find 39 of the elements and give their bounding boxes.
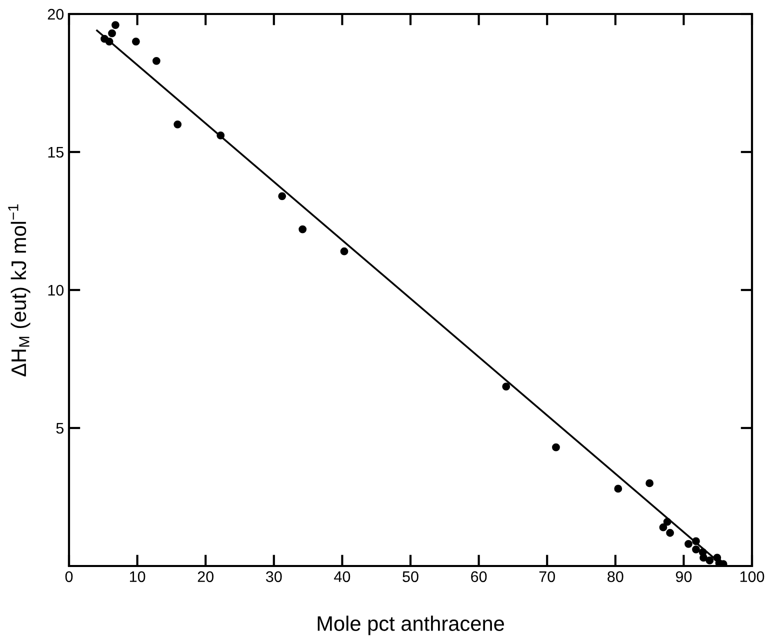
point [132, 38, 140, 46]
point [614, 484, 622, 493]
point [700, 554, 708, 562]
point [105, 38, 114, 46]
point [706, 556, 714, 564]
point [666, 528, 674, 537]
point [278, 192, 286, 200]
x-tick-label: 100 [740, 571, 764, 582]
point [111, 21, 120, 29]
point [552, 443, 560, 452]
point [659, 523, 668, 532]
y-tick-label: 15 [48, 147, 64, 158]
x-tick-label: 30 [266, 571, 282, 582]
y-tick-label: 20 [48, 8, 64, 20]
y-tick-label: 5 [56, 423, 64, 434]
point [152, 56, 160, 65]
point [502, 382, 510, 391]
point [692, 545, 700, 554]
x-tick-label: 10 [130, 571, 146, 582]
x-tick-label: 20 [198, 571, 214, 582]
x-tick-label: 80 [608, 571, 624, 582]
x-tick-label: 90 [676, 571, 692, 582]
x-tick-label: 40 [334, 571, 350, 582]
x-tick-label: 50 [402, 571, 418, 582]
point [663, 518, 672, 526]
point [298, 225, 307, 234]
point [692, 537, 700, 546]
point [340, 247, 348, 256]
x-tick-label: 0 [65, 571, 73, 582]
point [216, 131, 225, 140]
x-axis-title: Mole pct anthracene [318, 616, 504, 636]
y-axis-title: ΔH$_{M}$ (eut) kJ mol$^{−1}$ [8, 204, 30, 376]
x-tick-label: 60 [471, 571, 487, 582]
point [174, 120, 182, 128]
point [684, 540, 692, 548]
y-tick-label: 10 [48, 284, 64, 296]
point [108, 29, 116, 38]
x-tick-label: 70 [539, 571, 555, 582]
point [646, 479, 654, 488]
